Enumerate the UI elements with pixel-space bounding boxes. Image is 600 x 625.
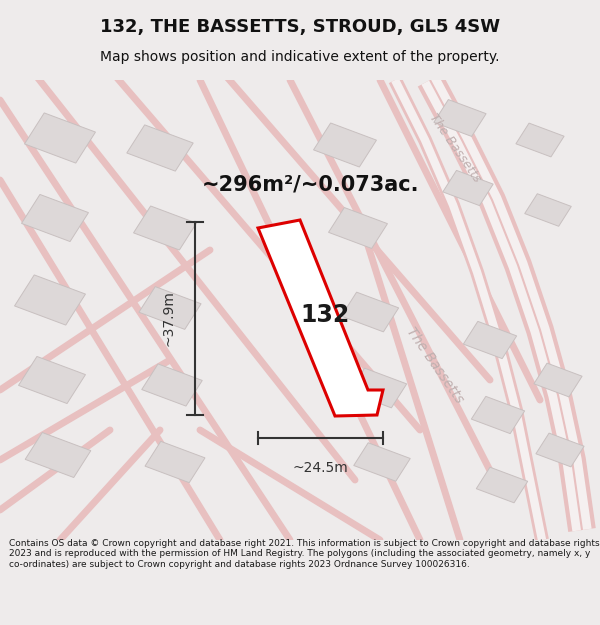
Polygon shape xyxy=(134,206,196,250)
Polygon shape xyxy=(258,220,383,416)
Polygon shape xyxy=(329,208,388,249)
Text: The Bassetts: The Bassetts xyxy=(404,324,466,406)
Polygon shape xyxy=(22,194,88,241)
Polygon shape xyxy=(443,171,493,206)
Polygon shape xyxy=(25,113,95,163)
Text: The Bassetts: The Bassetts xyxy=(427,111,484,185)
Polygon shape xyxy=(516,123,564,157)
Polygon shape xyxy=(476,468,528,502)
Polygon shape xyxy=(341,292,398,332)
Polygon shape xyxy=(25,432,91,478)
Polygon shape xyxy=(463,321,517,359)
Polygon shape xyxy=(127,125,193,171)
Text: 132: 132 xyxy=(301,303,350,327)
Polygon shape xyxy=(19,356,85,404)
Polygon shape xyxy=(434,99,486,136)
Text: Map shows position and indicative extent of the property.: Map shows position and indicative extent… xyxy=(100,50,500,64)
Polygon shape xyxy=(525,194,571,226)
Polygon shape xyxy=(142,364,202,406)
Polygon shape xyxy=(534,363,582,397)
Polygon shape xyxy=(145,441,205,483)
Text: ~37.9m: ~37.9m xyxy=(161,291,175,346)
Polygon shape xyxy=(139,287,201,329)
Text: ~24.5m: ~24.5m xyxy=(293,461,349,475)
Polygon shape xyxy=(314,123,376,167)
Polygon shape xyxy=(14,275,85,325)
Text: ~296m²/~0.073ac.: ~296m²/~0.073ac. xyxy=(201,175,419,195)
Polygon shape xyxy=(354,442,410,481)
Polygon shape xyxy=(349,368,407,408)
Polygon shape xyxy=(472,396,524,434)
Text: Contains OS data © Crown copyright and database right 2021. This information is : Contains OS data © Crown copyright and d… xyxy=(9,539,599,569)
Polygon shape xyxy=(536,433,584,467)
Text: 132, THE BASSETTS, STROUD, GL5 4SW: 132, THE BASSETTS, STROUD, GL5 4SW xyxy=(100,18,500,36)
